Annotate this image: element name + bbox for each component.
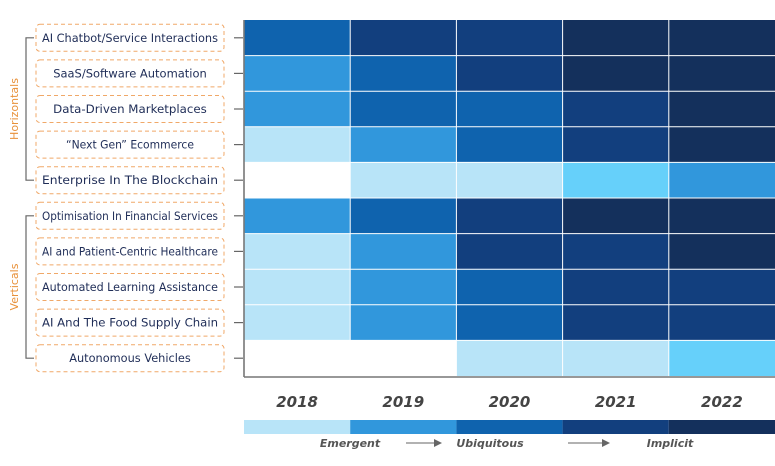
legend-swatch (350, 420, 457, 434)
row-label: Optimisation In Financial Services (42, 209, 218, 223)
heatmap-cell (456, 55, 563, 92)
heatmap-cell (668, 91, 775, 127)
legend-arrow-head (434, 439, 442, 447)
heatmap-cell (668, 126, 775, 163)
legend-swatch (244, 420, 351, 434)
heatmap-cell (562, 20, 669, 56)
row-label-box (35, 59, 225, 88)
row-label-box (35, 166, 225, 195)
row-label-box (35, 237, 225, 266)
x-tick-label: 2019 (382, 393, 424, 411)
heatmap-cell (668, 233, 775, 270)
row-label: Autonomous Vehicles (69, 351, 191, 365)
group-label: Verticals (8, 263, 21, 310)
heatmap-cell (562, 198, 669, 234)
heatmap-cell (350, 269, 457, 305)
group-label: Horizontals (8, 78, 21, 140)
x-tick-label: 2022 (701, 393, 743, 411)
heatmap-cell (244, 269, 351, 305)
heatmap-cell (350, 91, 457, 127)
heatmap-cell (244, 91, 351, 127)
heatmap-cell (456, 198, 563, 234)
row-label: Automated Learning Assistance (42, 280, 218, 294)
x-tick-label: 2020 (489, 393, 531, 411)
group-bracket (25, 215, 34, 359)
heatmap-cell (244, 55, 351, 92)
row-label-box (35, 201, 225, 230)
heatmap-cell (456, 162, 563, 198)
legend-arrow-head (602, 439, 610, 447)
heatmap-cell (350, 233, 457, 270)
heatmap-cell (456, 91, 563, 127)
heatmap-cell (456, 340, 563, 376)
row-label: SaaS/Software Automation (53, 66, 207, 80)
row-label-box (35, 95, 225, 123)
row-label: AI and Patient-Centric Healthcare (42, 244, 218, 258)
heatmap-cell (350, 304, 457, 341)
heatmap-cell (350, 20, 457, 56)
legend-swatch (562, 420, 669, 434)
heatmap-cell (668, 269, 775, 305)
heatmap-cell (456, 126, 563, 163)
heatmap-cell (244, 233, 351, 270)
heatmap-cell (668, 162, 775, 198)
heatmap-cell (350, 162, 457, 198)
heatmap-cell (456, 233, 563, 270)
row-label-box (35, 23, 225, 52)
heatmap-cell (350, 126, 457, 163)
x-tick-label: 2021 (595, 393, 637, 411)
heatmap-cell (668, 198, 775, 234)
heatmap-cell (668, 304, 775, 341)
heatmap-cell (562, 126, 669, 163)
row-label: Enterprise In The Blockchain (42, 173, 218, 187)
heatmap-cell (244, 162, 351, 198)
row-label: Data-Driven Marketplaces (53, 102, 207, 116)
heatmap-cell (562, 91, 669, 127)
heatmap-cell (562, 269, 669, 305)
heatmap-cell (456, 20, 563, 56)
legend-label: Ubiquitous (456, 437, 524, 450)
heatmap-cell (244, 126, 351, 163)
heatmap-cell (244, 20, 351, 56)
x-tick-label: 2018 (276, 393, 318, 411)
heatmap-cell (350, 198, 457, 234)
heatmap-cell (668, 20, 775, 56)
heatmap-cell (456, 304, 563, 341)
heatmap-cell (244, 340, 351, 376)
legend-swatch (456, 420, 563, 434)
row-label: “Next Gen” Ecommerce (66, 138, 194, 152)
heatmap-cell (350, 55, 457, 92)
heatmap-cell (562, 55, 669, 92)
heatmap-cell (244, 198, 351, 234)
row-label-box (35, 130, 225, 159)
heatmap-cell (562, 340, 669, 376)
heatmap-cell (668, 340, 775, 376)
heatmap-cell (244, 304, 351, 341)
row-label: AI And The Food Supply Chain (42, 316, 218, 330)
heatmap-cell (350, 340, 457, 376)
heatmap-cell (562, 162, 669, 198)
row-label: AI Chatbot/Service Interactions (42, 31, 218, 45)
legend-label: Emergent (320, 437, 381, 450)
heatmap-cell (562, 304, 669, 341)
group-bracket (25, 37, 34, 181)
row-label-box (35, 344, 225, 373)
heatmap-cell (668, 55, 775, 92)
legend-swatch (668, 420, 775, 434)
heatmap-cell (562, 233, 669, 270)
heatmap-cell (456, 269, 563, 305)
row-label-box (35, 308, 225, 337)
legend-label: Implicit (647, 437, 694, 450)
row-label-box (35, 273, 225, 301)
